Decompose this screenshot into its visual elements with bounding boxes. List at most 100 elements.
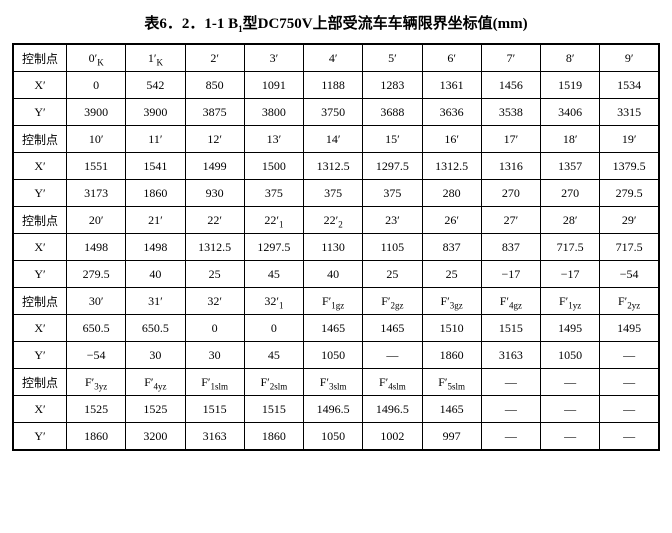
table-cell: 279.5 [600,180,659,207]
table-cell: 8′ [541,44,600,72]
y-row: Y′279.5402545402525−17−17−54 [13,261,659,288]
x-row: X′15251525151515151496.51496.51465——— [13,396,659,423]
table-cell: — [541,369,600,396]
table-cell: 1312.5 [304,153,363,180]
table-cell: 3636 [422,99,481,126]
table-cell: 2′ [185,44,244,72]
table-cell: 1541 [126,153,185,180]
table-cell: 1465 [304,315,363,342]
table-cell: 1525 [126,396,185,423]
table-cell: 1498 [67,234,126,261]
table-cell: 1499 [185,153,244,180]
y-row: Y′39003900387538003750368836363538340633… [13,99,659,126]
table-cell: 3′ [244,44,303,72]
table-cell: 1456 [481,72,540,99]
table-cell: 1465 [363,315,422,342]
table-cell: 22′1 [244,207,303,234]
table-cell: 1495 [541,315,600,342]
row-label-ctrl: 控制点 [13,288,67,315]
table-cell: 270 [541,180,600,207]
table-cell: 1495 [600,315,659,342]
table-cell: 850 [185,72,244,99]
table-cell: 1105 [363,234,422,261]
table-cell: — [600,369,659,396]
control-point-row: 控制点F′3yzF′4yzF′1slmF′2slmF′3slmF′4slmF′5… [13,369,659,396]
x-row: X′149814981312.51297.511301105837837717.… [13,234,659,261]
table-cell: 3163 [481,342,540,369]
table-cell: F′5slm [422,369,481,396]
table-cell: 1297.5 [363,153,422,180]
table-cell: −17 [481,261,540,288]
table-cell: 3800 [244,99,303,126]
table-cell: 9′ [600,44,659,72]
row-label-y: Y′ [13,423,67,451]
table-cell: 40 [126,261,185,288]
table-cell: 1496.5 [363,396,422,423]
table-cell: 30 [185,342,244,369]
table-cell: 25 [422,261,481,288]
table-cell: — [541,396,600,423]
table-cell: 1312.5 [422,153,481,180]
table-cell: 1551 [67,153,126,180]
table-cell: 1519 [541,72,600,99]
table-cell: 21′ [126,207,185,234]
table-cell: 1515 [185,396,244,423]
table-cell: 4′ [304,44,363,72]
table-cell: 17′ [481,126,540,153]
table-cell: 25 [363,261,422,288]
row-label-x: X′ [13,153,67,180]
x-row: X′650.5650.500146514651510151514951495 [13,315,659,342]
table-cell: 45 [244,261,303,288]
control-point-row: 控制点10′11′12′13′14′15′16′17′18′19′ [13,126,659,153]
table-cell: 3875 [185,99,244,126]
table-cell: 650.5 [126,315,185,342]
table-cell: 3900 [67,99,126,126]
table-cell: — [541,423,600,451]
table-cell: 280 [422,180,481,207]
table-cell: 28′ [541,207,600,234]
table-cell: 22′ [185,207,244,234]
table-cell: 3173 [67,180,126,207]
table-cell: F′4slm [363,369,422,396]
table-cell: 0 [67,72,126,99]
table-cell: 717.5 [600,234,659,261]
table-cell: 22′2 [304,207,363,234]
x-row: X′15511541149915001312.51297.51312.51316… [13,153,659,180]
table-cell: 20′ [67,207,126,234]
table-cell: 270 [481,180,540,207]
table-cell: 25 [185,261,244,288]
y-row: Y′−543030451050—186031631050— [13,342,659,369]
table-cell: F′1gz [304,288,363,315]
table-cell: F′2slm [244,369,303,396]
table-cell: 1297.5 [244,234,303,261]
table-cell: 3200 [126,423,185,451]
table-cell: 650.5 [67,315,126,342]
table-cell: 375 [244,180,303,207]
table-cell: 1465 [422,396,481,423]
table-cell: 3688 [363,99,422,126]
table-cell: 1188 [304,72,363,99]
row-label-ctrl: 控制点 [13,369,67,396]
table-cell: 1510 [422,315,481,342]
table-cell: 45 [244,342,303,369]
table-cell: 0′K [67,44,126,72]
table-cell: 1091 [244,72,303,99]
table-cell: 1860 [422,342,481,369]
table-cell: 30 [126,342,185,369]
table-cell: 997 [422,423,481,451]
coord-table: 控制点0′K1′K2′3′4′5′6′7′8′9′X′0542850109111… [12,43,660,451]
table-cell: 1500 [244,153,303,180]
table-cell: F′3yz [67,369,126,396]
table-cell: 1860 [67,423,126,451]
table-cell: 1498 [126,234,185,261]
table-cell: 12′ [185,126,244,153]
table-cell: 6′ [422,44,481,72]
table-cell: 7′ [481,44,540,72]
row-label-x: X′ [13,72,67,99]
table-cell: 930 [185,180,244,207]
table-cell: 1050 [541,342,600,369]
table-cell: 40 [304,261,363,288]
table-caption: 表6．2．1-1 B1型DC750V上部受流车车辆限界坐标值(mm) [12,12,660,33]
table-cell: 27′ [481,207,540,234]
row-label-x: X′ [13,234,67,261]
